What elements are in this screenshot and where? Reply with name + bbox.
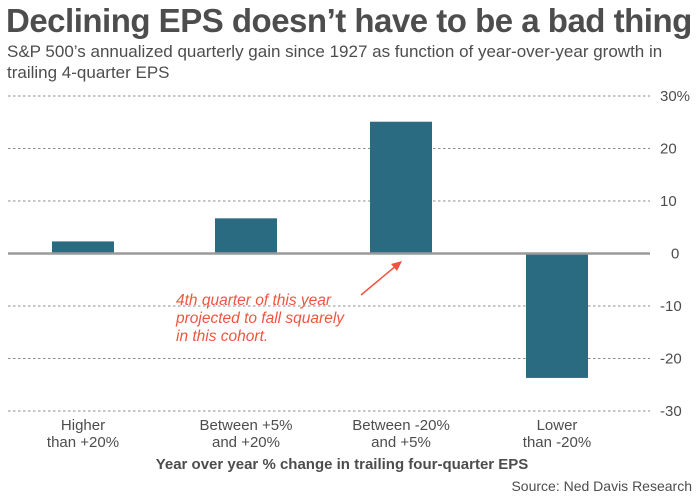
bar [52,241,114,254]
annotation-text: in this cohort. [176,328,268,345]
y-tick-label: -20 [660,351,682,368]
bar [370,121,432,254]
y-tick-label: -30 [660,403,682,420]
annotation-text: 4th quarter of this year [176,292,332,309]
y-tick-label: 30% [660,88,690,105]
x-category-label: and +5% [371,434,431,451]
x-category-label: than -20% [523,434,591,451]
chart-title: Declining EPS doesn’t have to be a bad t… [6,2,692,39]
annotation-text: projected to fall squarely [175,310,345,327]
y-tick-label: -10 [660,298,682,315]
x-axis-label: Year over year % change in trailing four… [156,456,529,473]
bars [52,121,588,378]
x-category-label: and +20% [212,434,280,451]
x-category-label: Between +5% [200,417,293,434]
y-tick-labels: 30% 20 10 0 -10 -20 -30 [660,88,690,420]
y-tick-label: 0 [671,246,679,263]
annotation-arrowhead [391,261,402,271]
bar [215,218,277,254]
bar [526,253,588,378]
y-tick-label: 20 [660,141,677,158]
chart-subtitle: S&P 500’s annualized quarterly gain sinc… [7,42,663,82]
annotation-arrow-line [360,264,398,296]
x-category-label: Between -20% [352,417,450,434]
x-category-label: Lower [537,417,578,434]
x-category-label: than +20% [47,434,119,451]
source-note: Source: Ned Davis Research [511,478,692,494]
y-tick-label: 10 [660,193,677,210]
x-category-label: Higher [61,417,105,434]
